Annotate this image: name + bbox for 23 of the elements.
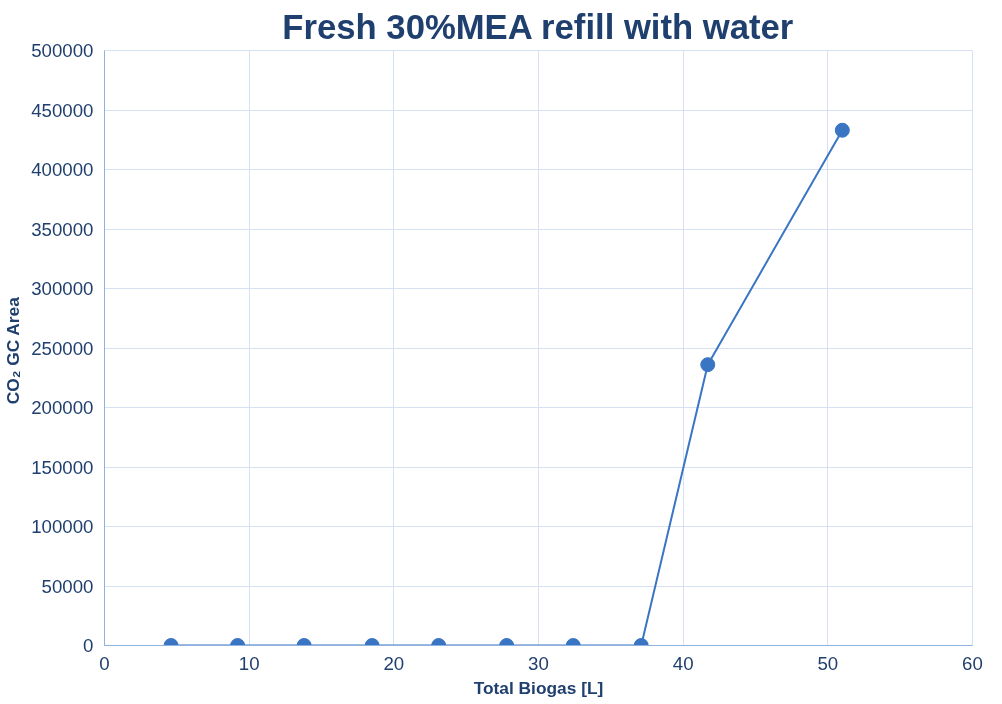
y-tick-label: 150000: [31, 456, 94, 478]
y-tick-label: 0: [83, 635, 94, 656]
x-tick-label: 20: [383, 652, 405, 674]
y-axis-title: CO₂ GC Area: [3, 296, 24, 405]
y-tick-label: 100000: [31, 516, 94, 537]
x-tick-label: 50: [817, 652, 839, 674]
x-axis-title: Total Biogas [L]: [473, 677, 604, 698]
y-tick-label: 350000: [31, 218, 94, 240]
point: [834, 122, 850, 138]
point: [700, 357, 716, 373]
y-tick-label: 250000: [31, 337, 94, 359]
x-tick-label: 40: [672, 652, 694, 674]
y-tick-label: 400000: [31, 159, 94, 180]
y-tick-label: 200000: [31, 397, 94, 418]
y-tick-label: 450000: [31, 99, 94, 121]
x-tick-label: 0: [99, 652, 110, 674]
chart-title: Fresh 30%MEA refill with water: [282, 7, 794, 46]
y-tick-label: 500000: [31, 40, 94, 61]
x-tick-label: 60: [962, 652, 983, 674]
y-tick-label: 300000: [31, 278, 94, 299]
x-tick-label: 10: [238, 652, 260, 674]
x-tick-label: 30: [528, 652, 549, 674]
y-tick-label: 50000: [41, 575, 94, 597]
